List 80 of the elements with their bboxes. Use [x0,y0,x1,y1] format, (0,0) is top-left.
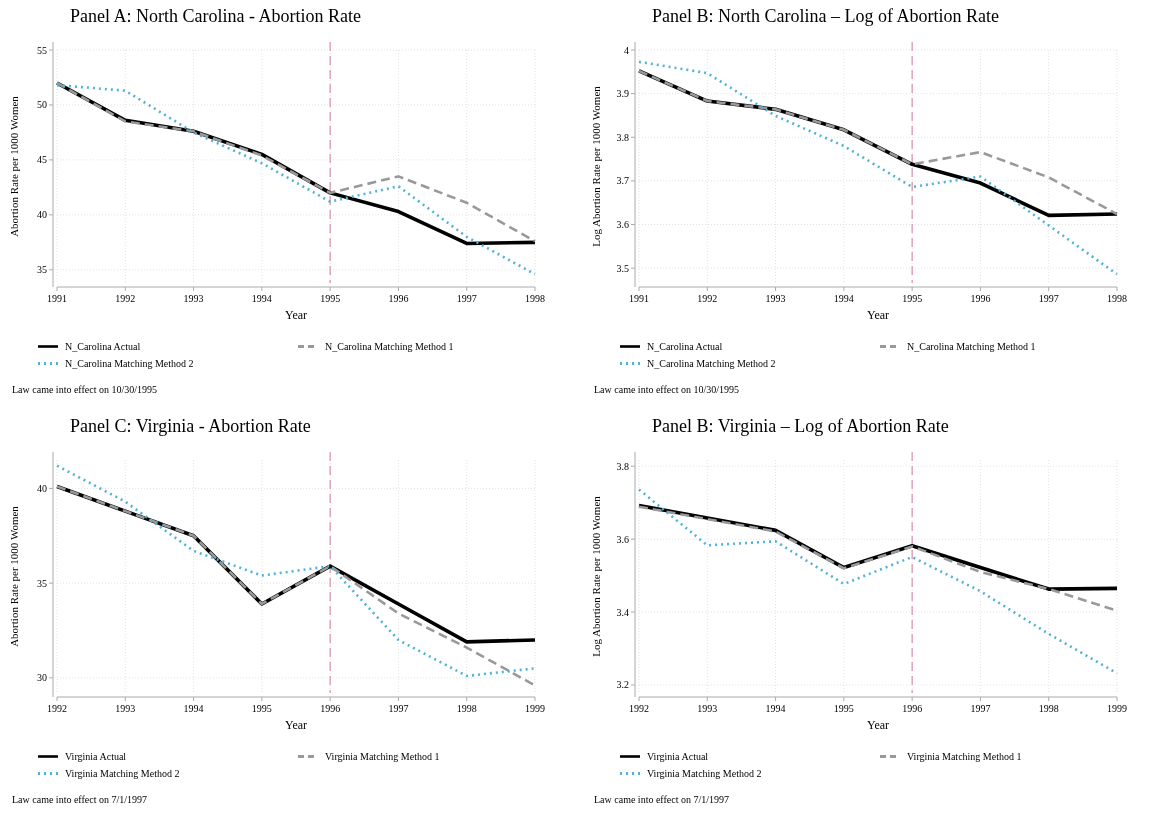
line-series [55,83,537,276]
x-tick-label: 1996 [902,703,923,714]
legend-label: Virginia Matching Method 1 [907,751,1022,762]
y-tick-label: 3.5 [616,262,629,274]
x-tick-label: 1998 [525,293,545,304]
x-tick-label: 1994 [251,293,272,304]
legend-label: N_Carolina Matching Method 1 [907,341,1036,352]
chart-title: Panel B: North Carolina – Log of Abortion Rate [652,6,999,26]
y-tick-label: 35 [37,577,47,589]
legend-label: N_Carolina Matching Method 2 [65,358,194,369]
y-tick-label: 40 [37,482,47,494]
x-tick-label: 1992 [47,703,67,714]
chart-title: Panel A: North Carolina - Abortion Rate [70,6,361,26]
x-tick-label: 1999 [1107,703,1127,714]
legend-label: N_Carolina Matching Method 1 [325,341,454,352]
x-tick-label: 1993 [115,703,136,714]
y-tick-label: 3.6 [616,219,629,231]
x-tick-label: 1992 [697,293,718,304]
legend-label: Virginia Matching Method 2 [647,768,762,779]
legend-label: Virginia Matching Method 1 [325,751,440,762]
x-axis-title: Year [866,718,890,732]
line-series [637,60,1119,276]
y-tick-label: 3.6 [616,533,629,545]
x-tick-label: 1993 [183,293,204,304]
y-tick-label: 40 [37,209,47,221]
legend-label: Virginia Actual [65,751,127,762]
x-axis-title: Year [284,308,308,322]
x-tick-label: 1991 [629,293,649,304]
legend-label: Virginia Matching Method 2 [65,768,180,779]
x-tick-label: 1995 [833,703,854,714]
x-tick-label: 1995 [902,293,923,304]
y-axis-title: Log Abortion Rate per 1000 Women [590,85,602,247]
y-tick-label: 30 [37,672,47,684]
x-axis-title: Year [284,718,308,732]
text: Law came into effect on 10/30/1995 [12,384,158,395]
x-tick-label: 1992 [629,703,649,714]
x-tick-label: 1997 [456,293,477,304]
y-tick-label: 45 [37,154,47,166]
y-tick-label: 3.8 [616,460,629,472]
chart-title: Panel C: Virginia - Abortion Rate [70,416,311,436]
text: Law came into effect on 7/1/1997 [594,794,730,805]
x-tick-label: 1996 [970,293,991,304]
x-tick-label: 1998 [456,703,477,714]
x-tick-label: 1996 [320,703,341,714]
x-tick-label: 1996 [388,293,409,304]
legend-label: N_Carolina Actual [65,341,141,352]
y-tick-label: 3.7 [616,175,629,187]
y-tick-label: 3.4 [616,606,629,618]
y-tick-label: 35 [37,264,47,276]
x-axis-title: Year [866,308,890,322]
y-axis-title: Log Abortion Rate per 1000 Women [590,495,602,657]
x-tick-label: 1991 [47,293,67,304]
x-tick-label: 1999 [525,703,545,714]
x-tick-label: 1994 [833,293,854,304]
legend-label: N_Carolina Actual [647,341,723,352]
text: Law came into effect on 10/30/1995 [594,384,740,395]
x-tick-label: 1994 [765,703,786,714]
y-axis-title: Abortion Rate per 1000 Women [8,95,20,237]
legend-label: N_Carolina Matching Method 2 [647,358,776,369]
x-tick-label: 1992 [115,293,136,304]
y-tick-label: 3.9 [616,88,629,100]
y-tick-label: 3.2 [616,679,629,691]
x-tick-label: 1998 [1107,293,1127,304]
x-tick-label: 1995 [320,293,341,304]
x-tick-label: 1993 [765,293,786,304]
x-tick-label: 1997 [970,703,991,714]
text: Law came into effect on 7/1/1997 [12,794,148,805]
x-tick-label: 1997 [388,703,409,714]
x-tick-label: 1998 [1038,703,1059,714]
legend-label: Virginia Actual [647,751,709,762]
y-tick-label: 50 [37,99,47,111]
y-tick-label: 3.8 [616,131,629,143]
x-tick-label: 1993 [697,703,718,714]
chart-title: Panel B: Virginia – Log of Abortion Rate [652,416,949,436]
x-tick-label: 1997 [1038,293,1059,304]
y-tick-label: 55 [37,44,47,56]
y-tick-label: 4 [624,44,629,56]
x-tick-label: 1995 [251,703,272,714]
y-axis-title: Abortion Rate per 1000 Women [8,505,20,647]
x-tick-label: 1994 [183,703,204,714]
